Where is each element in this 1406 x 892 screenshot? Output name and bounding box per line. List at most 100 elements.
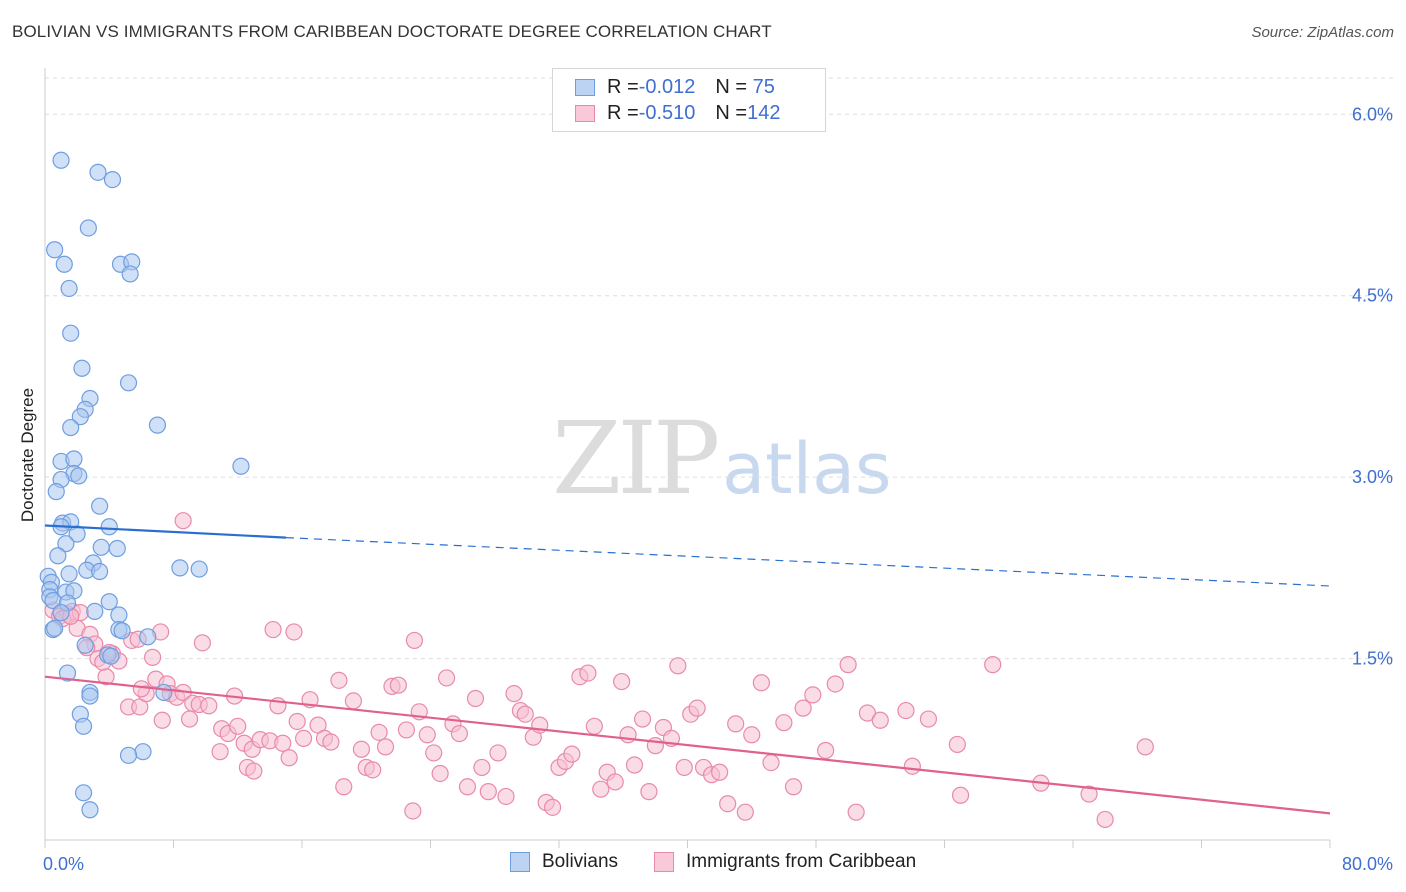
caribbean-point <box>719 795 737 813</box>
caribbean-point <box>473 758 491 777</box>
y-tick-label: 1.5% <box>1352 649 1393 669</box>
caribbean-point <box>516 705 534 723</box>
caribbean-point <box>335 778 353 796</box>
caribbean-point <box>153 711 171 729</box>
bolivian-point <box>91 497 109 515</box>
caribbean-point <box>794 699 812 717</box>
caribbean-point <box>425 744 443 762</box>
caribbean-point <box>397 721 416 739</box>
legend-item-bolivians: Bolivians <box>510 851 618 873</box>
bolivian-point <box>65 450 83 468</box>
legend-label-caribbean: Immigrants from Caribbean <box>686 851 917 872</box>
caribbean-point <box>274 734 292 752</box>
caribbean-point <box>858 704 877 722</box>
bolivian-point <box>121 265 139 283</box>
bolivian-point <box>49 547 67 565</box>
legend-row-bolivians: R = -0.012 N = 75 <box>575 75 775 99</box>
caribbean-point <box>669 657 687 675</box>
caribbean-point <box>688 699 706 717</box>
caribbean-point <box>897 701 915 720</box>
bolivian-point <box>139 628 157 646</box>
caribbean-point <box>458 778 477 796</box>
caribbean-point <box>352 740 371 758</box>
bolivian-point <box>190 560 208 578</box>
caribbean-point <box>606 773 624 791</box>
caribbean-point <box>264 620 282 639</box>
legend-n-label: N = <box>715 101 748 124</box>
caribbean-point <box>376 738 395 756</box>
y-tick-label: 3.0% <box>1352 467 1393 487</box>
caribbean-point <box>431 764 449 783</box>
legend-r-label: R = <box>607 101 639 124</box>
caribbean-point <box>743 726 761 744</box>
caribbean-point <box>370 723 388 741</box>
bolivian-point <box>46 619 64 637</box>
caribbean-point <box>466 689 485 708</box>
bolivian-point <box>68 525 86 543</box>
bolivian-point <box>119 746 138 764</box>
caribbean-point <box>144 648 162 666</box>
legend-n-label: N = <box>715 75 748 98</box>
caribbean-point <box>344 692 362 710</box>
caribbean-point <box>752 674 770 692</box>
legend-swatch-bolivians <box>510 852 530 872</box>
caribbean-point <box>736 803 754 821</box>
caribbean-point <box>625 756 644 774</box>
legend-n-value: 142 <box>747 101 781 124</box>
caribbean-point <box>563 745 581 763</box>
legend-swatch-pink <box>575 104 595 122</box>
bolivian-point <box>108 539 126 558</box>
legend-swatch-blue <box>575 78 595 96</box>
bolivian-point <box>119 374 138 392</box>
bolivian-point <box>74 717 93 735</box>
caribbean-point <box>285 623 303 641</box>
bolivian-point <box>81 801 99 819</box>
bolivian-point <box>155 683 173 702</box>
caribbean-point <box>711 763 729 781</box>
caribbean-point <box>280 749 298 767</box>
caribbean-point <box>211 743 229 761</box>
bolivian-point <box>70 467 88 485</box>
bolivian-point <box>60 279 78 298</box>
caribbean-point <box>479 783 497 801</box>
caribbean-point <box>489 744 507 762</box>
bolivian-point <box>73 359 91 377</box>
caribbean-point <box>948 735 966 754</box>
caribbean-point <box>871 711 889 729</box>
caribbean-point <box>174 512 192 530</box>
caribbean-point <box>1080 785 1098 803</box>
caribbean-point <box>1096 810 1114 829</box>
bolivian-point <box>86 602 104 621</box>
series-legend: Bolivians Immigrants from Caribbean <box>0 851 1406 877</box>
bolivian-point <box>52 604 70 622</box>
caribbean-point <box>180 710 199 728</box>
caribbean-point <box>903 757 921 775</box>
bolivian-point <box>81 687 99 705</box>
legend-r-label: R = <box>607 75 639 98</box>
legend-item-caribbean: Immigrants from Caribbean <box>654 851 916 873</box>
bolivian-point <box>103 171 122 189</box>
caribbean-point <box>585 717 603 735</box>
bolivian-point <box>58 664 77 682</box>
bolivian-point <box>79 219 97 237</box>
caribbean-point <box>775 714 793 732</box>
bolivian-point <box>52 151 70 169</box>
caribbean-point <box>229 717 247 735</box>
caribbean-point <box>727 715 745 733</box>
caribbean-point <box>288 712 306 731</box>
bolivian-point <box>60 565 78 583</box>
legend-swatch-caribbean <box>654 852 674 872</box>
bolivian-point <box>62 418 80 437</box>
legend-n-value: 75 <box>747 75 775 98</box>
y-tick-label: 4.5% <box>1352 286 1393 306</box>
caribbean-point <box>579 664 597 682</box>
bolivian-point <box>76 636 94 654</box>
caribbean-point <box>784 778 803 796</box>
caribbean-point <box>613 672 631 691</box>
caribbean-point <box>640 783 658 801</box>
caribbean-point <box>839 656 857 674</box>
legend-r-value: -0.510 <box>638 101 696 124</box>
caribbean-point <box>762 753 780 772</box>
caribbean-trend-line <box>44 675 1331 815</box>
